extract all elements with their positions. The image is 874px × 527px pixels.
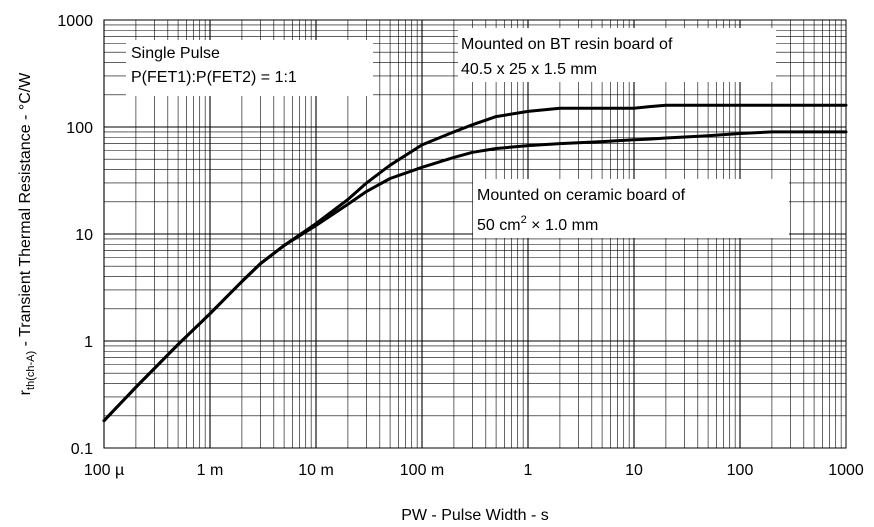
y-tick-labels: 0.1 1 10 100 1000 [57, 13, 93, 458]
y-axis-label-sub: th(ch-A) [25, 351, 37, 390]
y-tick-label: 10 [75, 227, 93, 244]
ceramic-line2-sup: 2 [521, 214, 527, 226]
annotation-ceramic-board-box [473, 179, 789, 238]
annotation-single-pulse-line2: P(FET1):P(FET2) = 1:1 [131, 69, 297, 86]
annotation-single-pulse: Single Pulse P(FET1):P(FET2) = 1:1 [126, 40, 373, 96]
annotation-bt-board: Mounted on BT resin board of 40.5 x 25 x… [458, 28, 776, 82]
x-tick-label: 100 m [400, 462, 444, 479]
y-tick-label: 1000 [57, 13, 93, 30]
y-axis-label: rth(ch-A) - Transient Thermal Resistance… [17, 72, 37, 396]
y-tick-label: 1 [84, 334, 93, 351]
x-tick-label: 1 [524, 462, 533, 479]
x-tick-label: 1 m [197, 462, 224, 479]
annotation-bt-board-line2: 40.5 x 25 x 1.5 mm [461, 61, 597, 78]
plot-frame [103, 19, 847, 449]
annotation-bt-board-line1: Mounted on BT resin board of [461, 36, 673, 53]
ceramic-line2-b: × 1.0 mm [527, 217, 599, 234]
x-tick-label: 1000 [828, 462, 864, 479]
x-axis-label: PW - Pulse Width - s [401, 507, 549, 524]
y-axis-label-main: r [17, 389, 34, 395]
x-tick-label: 10 m [298, 462, 334, 479]
x-tick-label: 100 [727, 462, 754, 479]
y-tick-label: 100 [66, 120, 93, 137]
ceramic-line2-a: 50 cm [477, 217, 521, 234]
annotation-ceramic-board-line1: Mounted on ceramic board of [477, 187, 686, 204]
x-tick-label: 100 µ [84, 462, 124, 479]
x-tick-labels: 100 µ 1 m 10 m 100 m 1 10 100 1000 [84, 462, 864, 479]
x-tick-label: 10 [625, 462, 643, 479]
y-tick-label: 0.1 [71, 441, 93, 458]
series-line-2 [102, 130, 848, 423]
annotation-single-pulse-box [126, 40, 373, 96]
annotation-ceramic-board: Mounted on ceramic board of 50 cm2 × 1.0… [473, 179, 789, 238]
y-axis-label-rest: - Transient Thermal Resistance - °C/W [17, 72, 34, 351]
annotation-ceramic-board-line2: 50 cm2 × 1.0 mm [477, 214, 598, 234]
annotation-bt-board-box [458, 28, 776, 82]
series-group [102, 103, 848, 423]
annotation-single-pulse-line1: Single Pulse [131, 45, 220, 62]
